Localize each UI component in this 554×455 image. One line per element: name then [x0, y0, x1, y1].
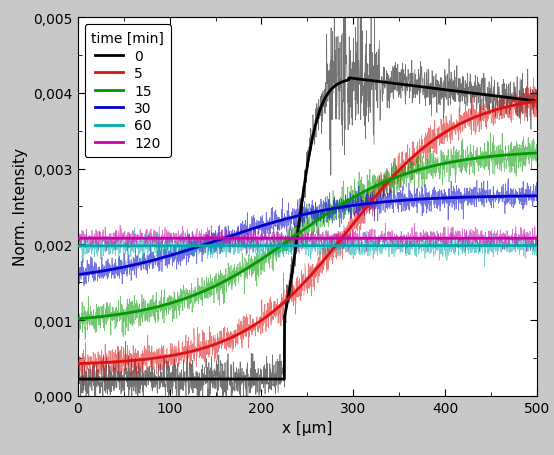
60: [286, 243, 293, 249]
5: [286, 295, 293, 301]
X-axis label: x [μm]: x [μm]: [283, 420, 332, 435]
60: [534, 243, 541, 249]
0: [521, 97, 527, 103]
15: [521, 152, 527, 157]
5: [437, 134, 443, 139]
15: [74, 316, 81, 322]
5: [298, 283, 305, 289]
60: [521, 243, 527, 249]
0: [74, 376, 81, 382]
Line: 0: 0: [78, 79, 537, 379]
60: [437, 243, 443, 249]
0: [298, 205, 305, 211]
30: [437, 196, 443, 202]
60: [74, 243, 81, 249]
60: [298, 243, 305, 249]
15: [286, 238, 293, 243]
Y-axis label: Norm. Intensity: Norm. Intensity: [13, 148, 28, 266]
5: [98, 360, 104, 366]
0: [437, 87, 443, 92]
30: [286, 216, 293, 222]
120: [98, 236, 104, 242]
120: [521, 236, 527, 242]
120: [74, 236, 81, 242]
120: [534, 236, 541, 242]
0: [521, 97, 527, 103]
0: [98, 376, 104, 382]
5: [534, 99, 541, 105]
5: [521, 101, 527, 107]
5: [74, 361, 81, 367]
Line: 5: 5: [78, 102, 537, 364]
0: [534, 99, 541, 105]
15: [534, 151, 541, 157]
60: [521, 243, 527, 249]
15: [521, 152, 527, 157]
120: [437, 236, 443, 242]
30: [74, 272, 81, 278]
30: [534, 194, 541, 199]
Legend: 0, 5, 15, 30, 60, 120: 0, 5, 15, 30, 60, 120: [85, 25, 171, 157]
15: [98, 314, 104, 319]
Line: 30: 30: [78, 197, 537, 275]
5: [521, 101, 527, 107]
120: [286, 236, 293, 242]
30: [521, 194, 527, 199]
15: [437, 162, 443, 168]
30: [521, 194, 527, 199]
30: [98, 269, 104, 274]
120: [521, 236, 527, 242]
30: [298, 213, 305, 218]
15: [298, 229, 305, 235]
Line: 15: 15: [78, 154, 537, 319]
0: [286, 290, 293, 296]
0: [346, 76, 352, 81]
120: [298, 236, 305, 242]
60: [98, 243, 104, 249]
